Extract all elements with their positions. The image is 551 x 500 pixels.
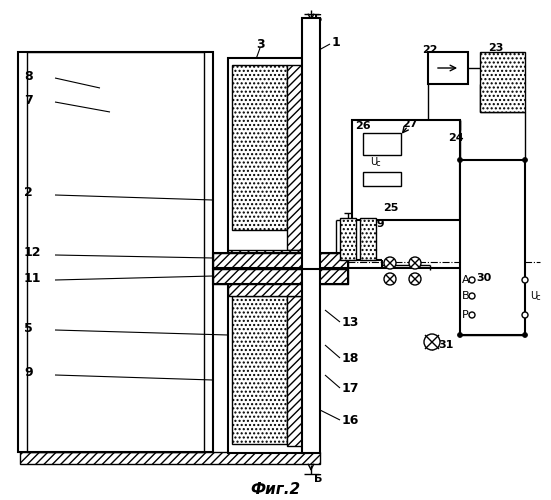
Circle shape: [522, 158, 527, 162]
Text: 22: 22: [422, 45, 437, 55]
Bar: [287, 65, 302, 250]
Bar: [213, 269, 348, 284]
Text: 26: 26: [355, 121, 371, 131]
Text: 2: 2: [24, 186, 33, 200]
Circle shape: [522, 312, 528, 318]
Text: 1: 1: [332, 36, 341, 49]
Bar: [27, 52, 204, 452]
Text: 13: 13: [342, 316, 359, 328]
Bar: [302, 18, 320, 270]
Text: 31: 31: [438, 340, 453, 350]
Bar: [232, 296, 287, 444]
Circle shape: [409, 273, 421, 285]
Bar: [213, 253, 348, 268]
Bar: [428, 52, 468, 84]
Text: 27: 27: [402, 119, 418, 129]
Bar: [363, 133, 401, 155]
Text: 11: 11: [24, 272, 41, 284]
Circle shape: [457, 332, 462, 338]
Text: 12: 12: [24, 246, 41, 260]
Bar: [340, 218, 356, 260]
Circle shape: [409, 257, 421, 269]
Text: 8: 8: [24, 70, 33, 82]
Text: c: c: [536, 294, 541, 302]
Text: U: U: [530, 291, 537, 301]
Text: P: P: [462, 310, 469, 320]
Bar: [20, 452, 320, 464]
Circle shape: [469, 293, 475, 299]
Text: 17: 17: [342, 382, 359, 394]
Text: 30: 30: [476, 273, 491, 283]
Circle shape: [469, 277, 475, 283]
Text: 24: 24: [448, 133, 463, 143]
Circle shape: [384, 257, 396, 269]
Text: 7: 7: [24, 94, 33, 106]
Text: 25: 25: [383, 203, 398, 213]
Bar: [460, 160, 525, 335]
Text: 19: 19: [370, 219, 386, 229]
Bar: [480, 52, 525, 112]
Text: 3: 3: [256, 38, 264, 51]
Bar: [232, 65, 287, 230]
Circle shape: [457, 158, 462, 162]
Bar: [228, 283, 308, 453]
Bar: [287, 296, 302, 446]
Text: 16: 16: [342, 414, 359, 426]
Text: Б: Б: [314, 474, 322, 484]
Text: 5: 5: [24, 322, 33, 334]
Bar: [228, 250, 308, 263]
Circle shape: [424, 334, 440, 350]
Bar: [302, 269, 320, 453]
Bar: [360, 218, 376, 260]
Bar: [228, 283, 308, 296]
Text: Фиг.2: Фиг.2: [250, 482, 300, 498]
Circle shape: [469, 312, 475, 318]
Text: 23: 23: [488, 43, 504, 53]
Text: U: U: [370, 157, 377, 167]
Circle shape: [384, 273, 396, 285]
Bar: [228, 58, 308, 263]
Bar: [213, 253, 348, 268]
Text: A: A: [462, 275, 469, 285]
Circle shape: [522, 332, 527, 338]
Bar: [213, 269, 348, 284]
Bar: [363, 172, 401, 186]
Text: Б: Б: [314, 14, 322, 24]
Bar: [18, 52, 213, 452]
Circle shape: [522, 277, 528, 283]
Text: c: c: [376, 160, 381, 168]
Text: 18: 18: [342, 352, 359, 364]
Bar: [352, 120, 460, 220]
Text: 9: 9: [24, 366, 33, 380]
Text: B: B: [462, 291, 469, 301]
